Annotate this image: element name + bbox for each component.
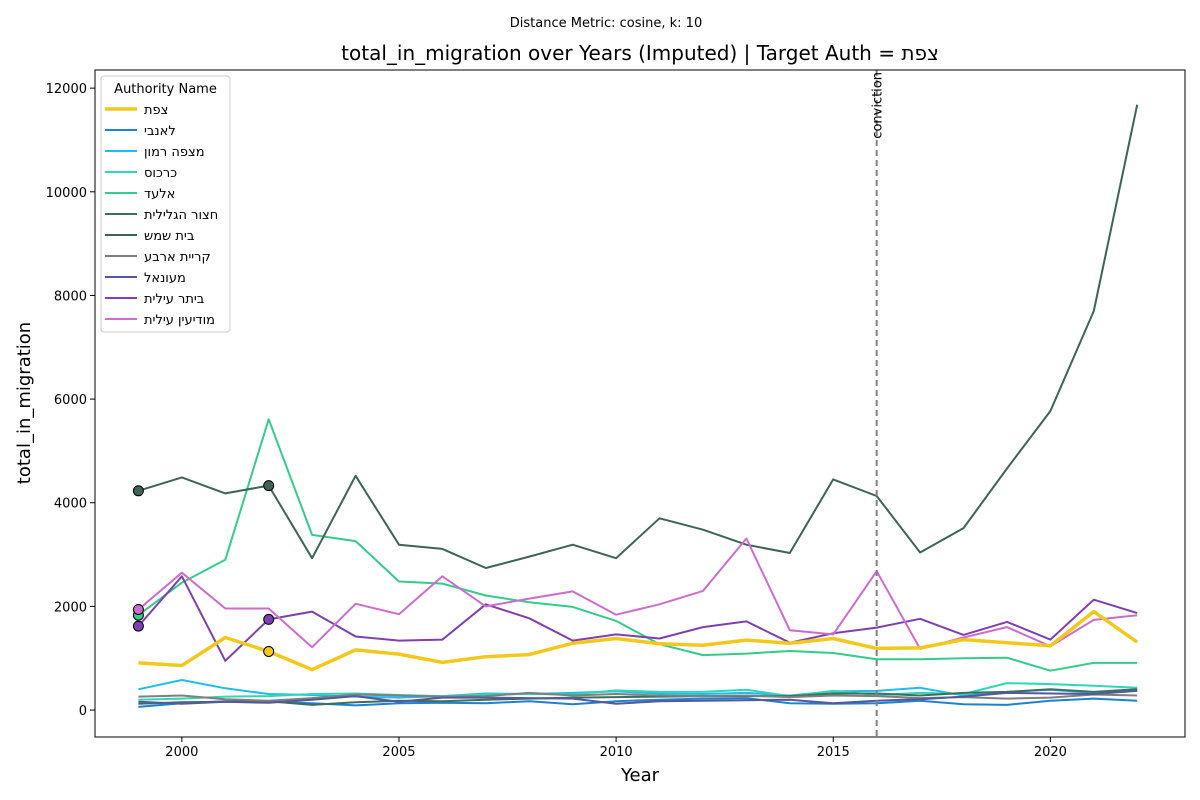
series-line-5 bbox=[138, 688, 1138, 706]
x-tick-label: 2000 bbox=[165, 745, 198, 760]
legend-entry-0: צפת bbox=[144, 103, 168, 118]
data-point-marker bbox=[263, 480, 275, 492]
legend: Authority Name צפת לאנבי מצפה רמון כרכוס אלעד… bbox=[100, 75, 231, 333]
legend-entry-7: קריית ארבע bbox=[144, 250, 211, 265]
chart-suptitle: Distance Metric: cosine, k: 10 bbox=[510, 16, 702, 31]
series-line-4 bbox=[137, 418, 1138, 672]
data-point-marker bbox=[132, 620, 144, 632]
legend-entry-5: חצור הגלילית bbox=[144, 208, 218, 223]
axes-group: 2000 2005 2010 2015 2020 0 2000 4000 6000 8000 100… bbox=[46, 69, 1186, 760]
y-tick-label: 2000 bbox=[54, 600, 87, 615]
legend-entry-9: ביתר עילית bbox=[144, 292, 204, 307]
legend-entry-2: מצפה רמון bbox=[144, 145, 205, 160]
series-line-1 bbox=[138, 697, 1138, 708]
legend-entry-8: מעונאל bbox=[144, 271, 186, 286]
x-axis-label: Year bbox=[620, 765, 660, 786]
axes-frame bbox=[94, 69, 1186, 738]
plot-area bbox=[95, 70, 1185, 737]
series-group bbox=[132, 104, 1139, 708]
x-tick-label: 2005 bbox=[382, 745, 415, 760]
y-tick-label: 12000 bbox=[46, 82, 87, 97]
series-line-6 bbox=[138, 104, 1139, 569]
legend-entry-6: בית שמש bbox=[144, 229, 194, 244]
data-point-marker bbox=[132, 485, 144, 497]
x-tick-label: 2015 bbox=[817, 745, 850, 760]
legend-entry-3: כרכוס bbox=[144, 166, 177, 181]
chart-title: total_in_migration over Years (Imputed) … bbox=[341, 41, 939, 65]
series-line-9 bbox=[137, 575, 1138, 662]
y-tick-label: 10000 bbox=[46, 186, 87, 201]
legend-entry-1: לאנבי bbox=[144, 124, 176, 139]
y-tick-label: 4000 bbox=[54, 497, 87, 512]
y-tick-label: 6000 bbox=[54, 393, 87, 408]
conviction-label: conviction bbox=[871, 72, 886, 139]
data-point-marker bbox=[132, 604, 144, 615]
series-line-0 bbox=[138, 609, 1139, 672]
plot-background bbox=[95, 70, 1185, 737]
series-line-8 bbox=[138, 689, 1138, 705]
vline-group: conviction bbox=[871, 70, 886, 737]
x-tick-label: 2010 bbox=[600, 745, 633, 760]
legend-entry-10: מודיעין עילית bbox=[144, 313, 215, 328]
legend-box bbox=[100, 75, 231, 333]
y-tick-label: 0 bbox=[79, 704, 87, 719]
y-tick-label: 8000 bbox=[54, 289, 87, 304]
data-point-marker bbox=[263, 646, 275, 657]
legend-title: Authority Name bbox=[114, 82, 217, 97]
series-line-7 bbox=[138, 691, 1138, 702]
x-tick-label: 2020 bbox=[1034, 745, 1067, 760]
y-axis-label: total_in_migration bbox=[14, 322, 35, 484]
legend-entry-4: אלעד bbox=[144, 187, 175, 202]
series-line-10 bbox=[137, 537, 1138, 650]
data-point-marker bbox=[263, 613, 275, 625]
